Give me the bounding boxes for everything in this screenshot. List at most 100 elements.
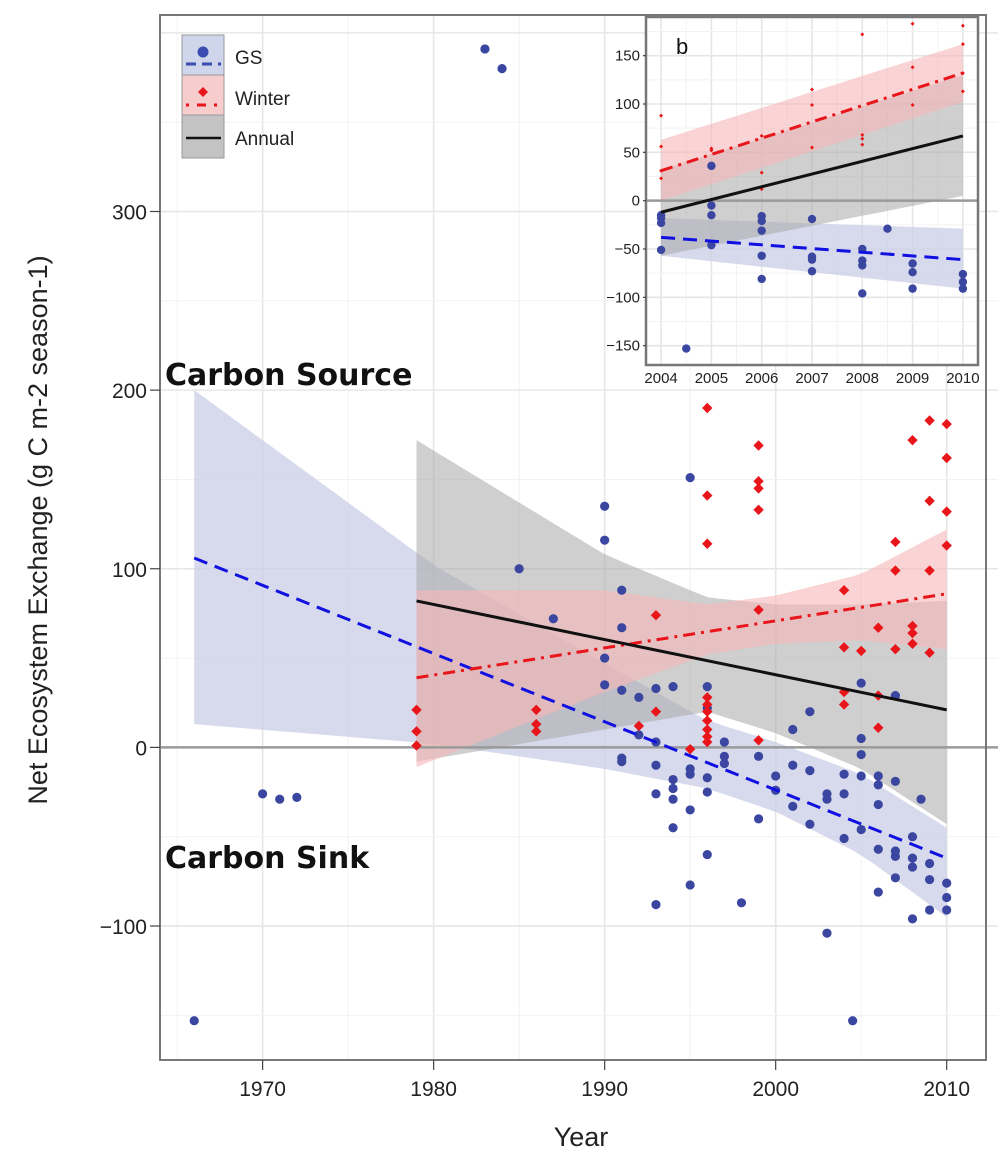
gs-data-point [856, 824, 866, 835]
gs-data-point [958, 269, 968, 279]
legend-winter-marker-icon [198, 87, 208, 97]
winter-data-point [702, 402, 713, 414]
gs-data-point [771, 771, 781, 781]
winter-data-point [873, 622, 884, 633]
gs-data-point [292, 792, 302, 803]
winter-data-point [411, 726, 422, 737]
gs-data-point [702, 787, 712, 797]
gs-data-point [548, 614, 558, 624]
winter-data-point [702, 490, 713, 501]
winter-data-point [924, 495, 935, 507]
winter-data-point [759, 133, 764, 138]
winter-data-point [753, 504, 764, 516]
y-axis-title: Net Ecosystem Exchange (g C m-2 season-1… [23, 255, 53, 804]
inset-frame [644, 15, 980, 367]
main-points [189, 44, 952, 1026]
winter-data-point [960, 42, 965, 47]
gs-data-point [856, 733, 866, 744]
gs-data-point [634, 730, 644, 740]
winter-data-point [702, 538, 713, 549]
inset-fit-lines [660, 71, 964, 262]
gs-data-point [719, 758, 729, 769]
gs-data-point [668, 794, 678, 804]
winter-data-point [411, 704, 422, 716]
gs-data-point [497, 63, 507, 74]
gs-data-point [822, 928, 832, 938]
winter-confidence-band [416, 529, 947, 768]
x-tick-label: 1970 [239, 1078, 286, 1101]
carbon-sink-annotation: Carbon Sink [165, 841, 370, 876]
winter-data-point [907, 638, 918, 649]
gs-data-point [856, 771, 866, 781]
winter-data-point [907, 434, 918, 446]
winter-data-point [860, 32, 865, 37]
gs-data-point [805, 819, 815, 829]
inset-x-ticks: 2004 2005 2006 2007 2008 2009 2010 [644, 370, 979, 387]
winter-data-point [941, 418, 952, 430]
gs-data-point [890, 873, 900, 883]
gs-data-point [873, 844, 883, 854]
winter-data-point [531, 718, 542, 730]
gs-data-point [514, 564, 524, 574]
x-tick-label: 2010 [923, 1078, 970, 1101]
gs-data-point [617, 685, 627, 695]
gs-data-point [685, 805, 695, 815]
winter-fit-line [416, 592, 947, 680]
winter-data-point [702, 715, 713, 726]
carbon-source-annotation: Carbon Source [165, 358, 412, 393]
inset-y-ticks: −150 −100 −50 0 50 100 150 [606, 48, 646, 355]
gs-data-point [707, 240, 716, 250]
x-tick-label: 2007 [795, 370, 828, 387]
gs-data-point [873, 887, 883, 897]
gs-data-point [651, 683, 661, 694]
main-plot-frame [159, 14, 987, 1061]
inset-ci-bands [661, 44, 963, 289]
winter-data-point [838, 584, 850, 596]
winter-data-point [702, 692, 713, 703]
gs-data-point [856, 749, 866, 760]
gs-data-point [651, 760, 661, 770]
gs-data-point [668, 774, 678, 785]
winter-data-point [633, 720, 645, 732]
y-tick-label: 50 [623, 144, 640, 161]
gs-data-point [702, 682, 712, 692]
gs-data-point [873, 799, 883, 810]
winter-data-point [659, 113, 664, 118]
y-axis-ticks: −100 0 100 200 300 [100, 201, 160, 939]
gs-data-point [873, 780, 883, 790]
gs-data-point [702, 773, 712, 783]
winter-data-point [753, 483, 764, 494]
gs-data-point [600, 535, 610, 545]
gs-data-point [942, 878, 952, 888]
gs-data-point [753, 814, 764, 824]
gs-data-point [651, 789, 661, 799]
gs-data-point [807, 255, 817, 264]
x-tick-label: 2009 [896, 370, 929, 387]
gs-data-point [600, 653, 610, 663]
winter-data-point [709, 148, 714, 153]
x-tick-label: 2008 [846, 370, 879, 387]
y-tick-label: −150 [606, 338, 640, 355]
winter-data-point [924, 647, 935, 658]
legend-gs-marker-icon [197, 46, 209, 58]
gs-fit-line [660, 235, 964, 262]
y-tick-label: 100 [615, 96, 640, 113]
x-tick-label: 2004 [644, 370, 677, 387]
gs-data-point [908, 268, 917, 277]
gs-data-point [480, 44, 490, 54]
winter-data-point [855, 645, 867, 657]
gs-data-point [258, 789, 268, 799]
gs-data-point [822, 794, 832, 804]
winter-data-point [838, 699, 850, 710]
y-tick-label: 150 [615, 48, 640, 65]
gs-data-point [839, 789, 849, 799]
winter-data-point [890, 536, 901, 548]
winter-data-point [838, 642, 850, 653]
winter-data-point [910, 65, 915, 70]
winter-data-point [411, 740, 422, 751]
annual-fit-line [416, 599, 947, 712]
legend-annual-key-bg [181, 114, 225, 159]
gs-data-point [958, 277, 968, 287]
inset-points [656, 21, 968, 353]
gs-data-point [707, 161, 716, 171]
